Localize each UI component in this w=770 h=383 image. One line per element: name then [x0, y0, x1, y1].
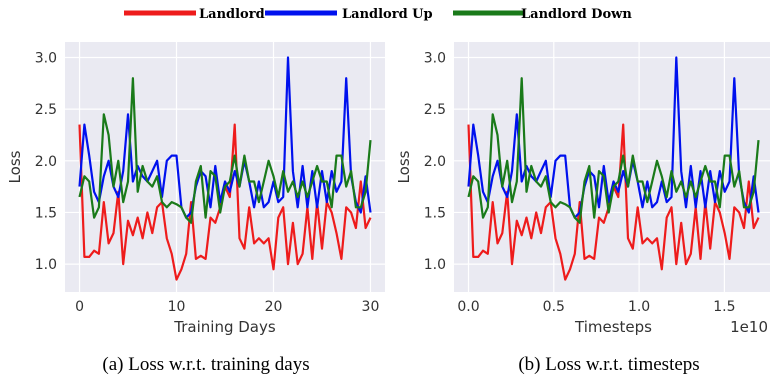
x-tick-label: 1.0: [628, 299, 650, 315]
y-tick-label: 2.0: [35, 154, 57, 170]
series-line-landlord-up: [467, 56, 760, 219]
chart-caption: (a) Loss w.r.t. training days: [102, 354, 309, 375]
x-tick-label: 20: [265, 299, 283, 315]
y-axis-label: Loss: [6, 150, 24, 183]
legend: Landlord Landlord Up Landlord Down: [124, 7, 632, 22]
y-tick-label: 2.5: [35, 102, 57, 118]
y-tick-label: 3.0: [35, 50, 57, 66]
legend-label-landlord: Landlord: [199, 7, 265, 22]
plot-area: [65, 42, 385, 292]
y-tick-label: 1.0: [424, 257, 446, 273]
x-axis-offset-label: 1e10: [730, 318, 768, 336]
x-axis-label: Timesteps: [574, 318, 652, 336]
y-tick-label: 1.5: [35, 205, 57, 221]
y-tick-label: 3.0: [424, 50, 446, 66]
legend-label-landlord-up: Landlord Up: [342, 7, 433, 22]
y-axis-label: Loss: [395, 150, 413, 183]
y-tick-label: 2.5: [424, 102, 446, 118]
x-tick-label: 0: [75, 299, 84, 315]
chart-caption: (b) Loss w.r.t. timesteps: [518, 354, 699, 375]
x-tick-label: 0.5: [543, 299, 565, 315]
y-tick-label: 1.0: [35, 257, 57, 273]
y-tick-label: 2.0: [424, 154, 446, 170]
x-tick-label: 1.5: [713, 299, 735, 315]
x-tick-label: 0.0: [457, 299, 479, 315]
series-line-landlord-up: [78, 56, 372, 219]
y-tick-label: 1.5: [424, 205, 446, 221]
chart-training-days: 1.0 1.5 2.0 2.5 3.0 0 10 20 30 Training Days Loss (…: [6, 42, 385, 375]
series-line-landlord-down: [467, 77, 760, 224]
x-tick-label: 10: [168, 299, 186, 315]
chart-timesteps: 1.0 1.5 2.0 2.5 3.0 0.0 0.5 1.0 1.5 Timesteps Loss…: [395, 42, 770, 375]
x-axis-label: Training Days: [173, 318, 276, 336]
series-line-landlord-down: [78, 77, 372, 224]
x-tick-label: 30: [362, 299, 380, 315]
legend-label-landlord-down: Landlord Down: [521, 7, 632, 22]
